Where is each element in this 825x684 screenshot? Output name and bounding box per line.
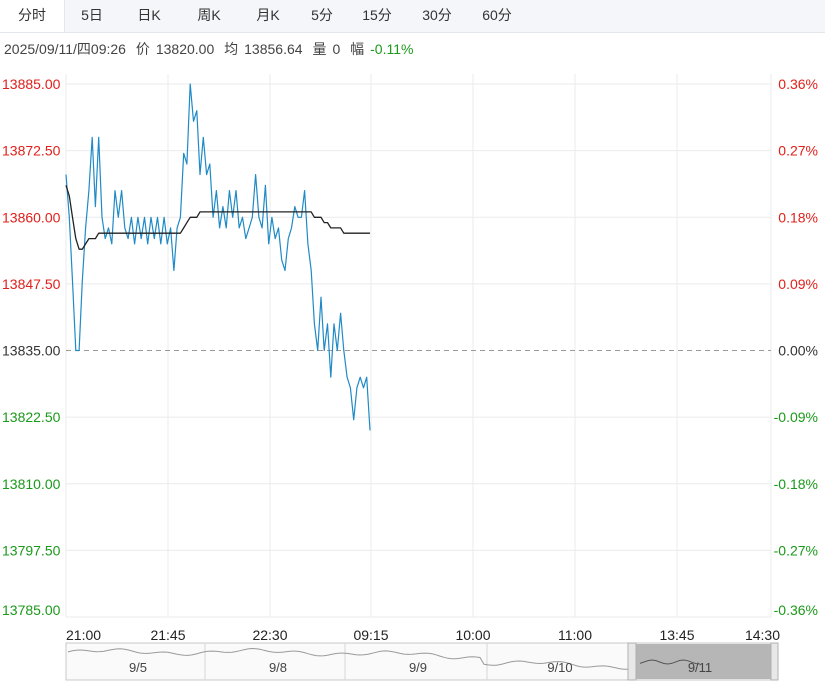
navigator-trend-line [67, 647, 628, 670]
x-tick-label: 11:00 [558, 627, 592, 643]
price-value: 13820.00 [155, 41, 215, 57]
change-label: 幅 [350, 41, 365, 57]
x-tick-label: 13:45 [659, 627, 694, 643]
navigator-date-label: 9/5 [129, 660, 147, 675]
percent-tick-label: 0.36% [778, 76, 818, 92]
y-tick-label: 13885.00 [2, 76, 61, 92]
navigator-right-handle[interactable] [770, 642, 779, 681]
navigator-date-label: 9/9 [409, 660, 427, 675]
navigator-date-label: 9/11 [688, 660, 712, 675]
price-line [65, 83, 371, 431]
percent-tick-label: 0.18% [778, 209, 818, 225]
tab-60分[interactable]: 60分 [482, 7, 512, 23]
intraday-chart[interactable]: 13885.00 13872.50 13860.00 13847.50 13835.00… [0, 64, 825, 644]
volume-value: 0 [332, 41, 341, 57]
tab-周K[interactable]: 周K [197, 7, 221, 23]
x-tick-label: 21:00 [66, 627, 101, 643]
tab-30分[interactable]: 30分 [422, 7, 452, 23]
tab-5分[interactable]: 5分 [311, 7, 333, 23]
tab-日K[interactable]: 日K [137, 7, 161, 23]
percent-tick-label: 0.27% [778, 143, 818, 159]
average-price-line [65, 185, 370, 250]
y-tick-label: 13860.00 [2, 209, 61, 225]
avg-value: 13856.64 [244, 41, 303, 57]
change-value: -0.11% [370, 41, 414, 57]
period-tab-bar: 分时 5日 日K 周K 月K 5分 15分 30分 60分 [0, 0, 825, 33]
percent-tick-label: -0.36% [774, 602, 818, 618]
percent-tick-label: 0.09% [778, 276, 818, 292]
percent-tick-label: 0.00% [778, 343, 818, 359]
chart-grid [65, 74, 772, 618]
volume-label: 量 [312, 41, 327, 57]
navigator-date-label: 9/8 [269, 660, 287, 675]
y-tick-label: 13847.50 [2, 276, 61, 292]
tab-分时[interactable]: 分时 [0, 0, 65, 32]
navigator-trend-line [639, 659, 701, 665]
tab-月K[interactable]: 月K [256, 7, 280, 23]
navigator-date-label: 9/10 [547, 660, 572, 675]
x-tick-label: 10:00 [455, 627, 490, 643]
x-tick-label: 22:30 [252, 627, 287, 643]
y-tick-label: 13785.00 [2, 602, 61, 618]
x-tick-label: 14:30 [745, 627, 780, 643]
quote-datetime: 2025/09/11/四09:26 [4, 41, 126, 57]
price-label: 价 [135, 41, 150, 57]
tab-15分[interactable]: 15分 [362, 7, 392, 23]
navigator-left-handle[interactable] [627, 642, 637, 681]
x-tick-label: 21:45 [150, 627, 185, 643]
tab-5日[interactable]: 5日 [81, 7, 103, 23]
y-tick-label: 13822.50 [2, 409, 61, 425]
percent-tick-label: -0.18% [774, 476, 818, 492]
avg-label: 均 [224, 41, 239, 57]
y-tick-label: 13872.50 [2, 143, 61, 159]
x-tick-label: 09:15 [353, 627, 388, 643]
date-navigator[interactable]: 9/5 9/8 9/9 9/10 9/11 [0, 640, 825, 684]
y-tick-label: 13810.00 [2, 476, 61, 492]
y-tick-label: 13797.50 [2, 542, 61, 558]
percent-tick-label: -0.09% [774, 409, 818, 425]
y-tick-label: 13835.00 [2, 343, 61, 359]
percent-tick-label: -0.27% [774, 542, 818, 558]
